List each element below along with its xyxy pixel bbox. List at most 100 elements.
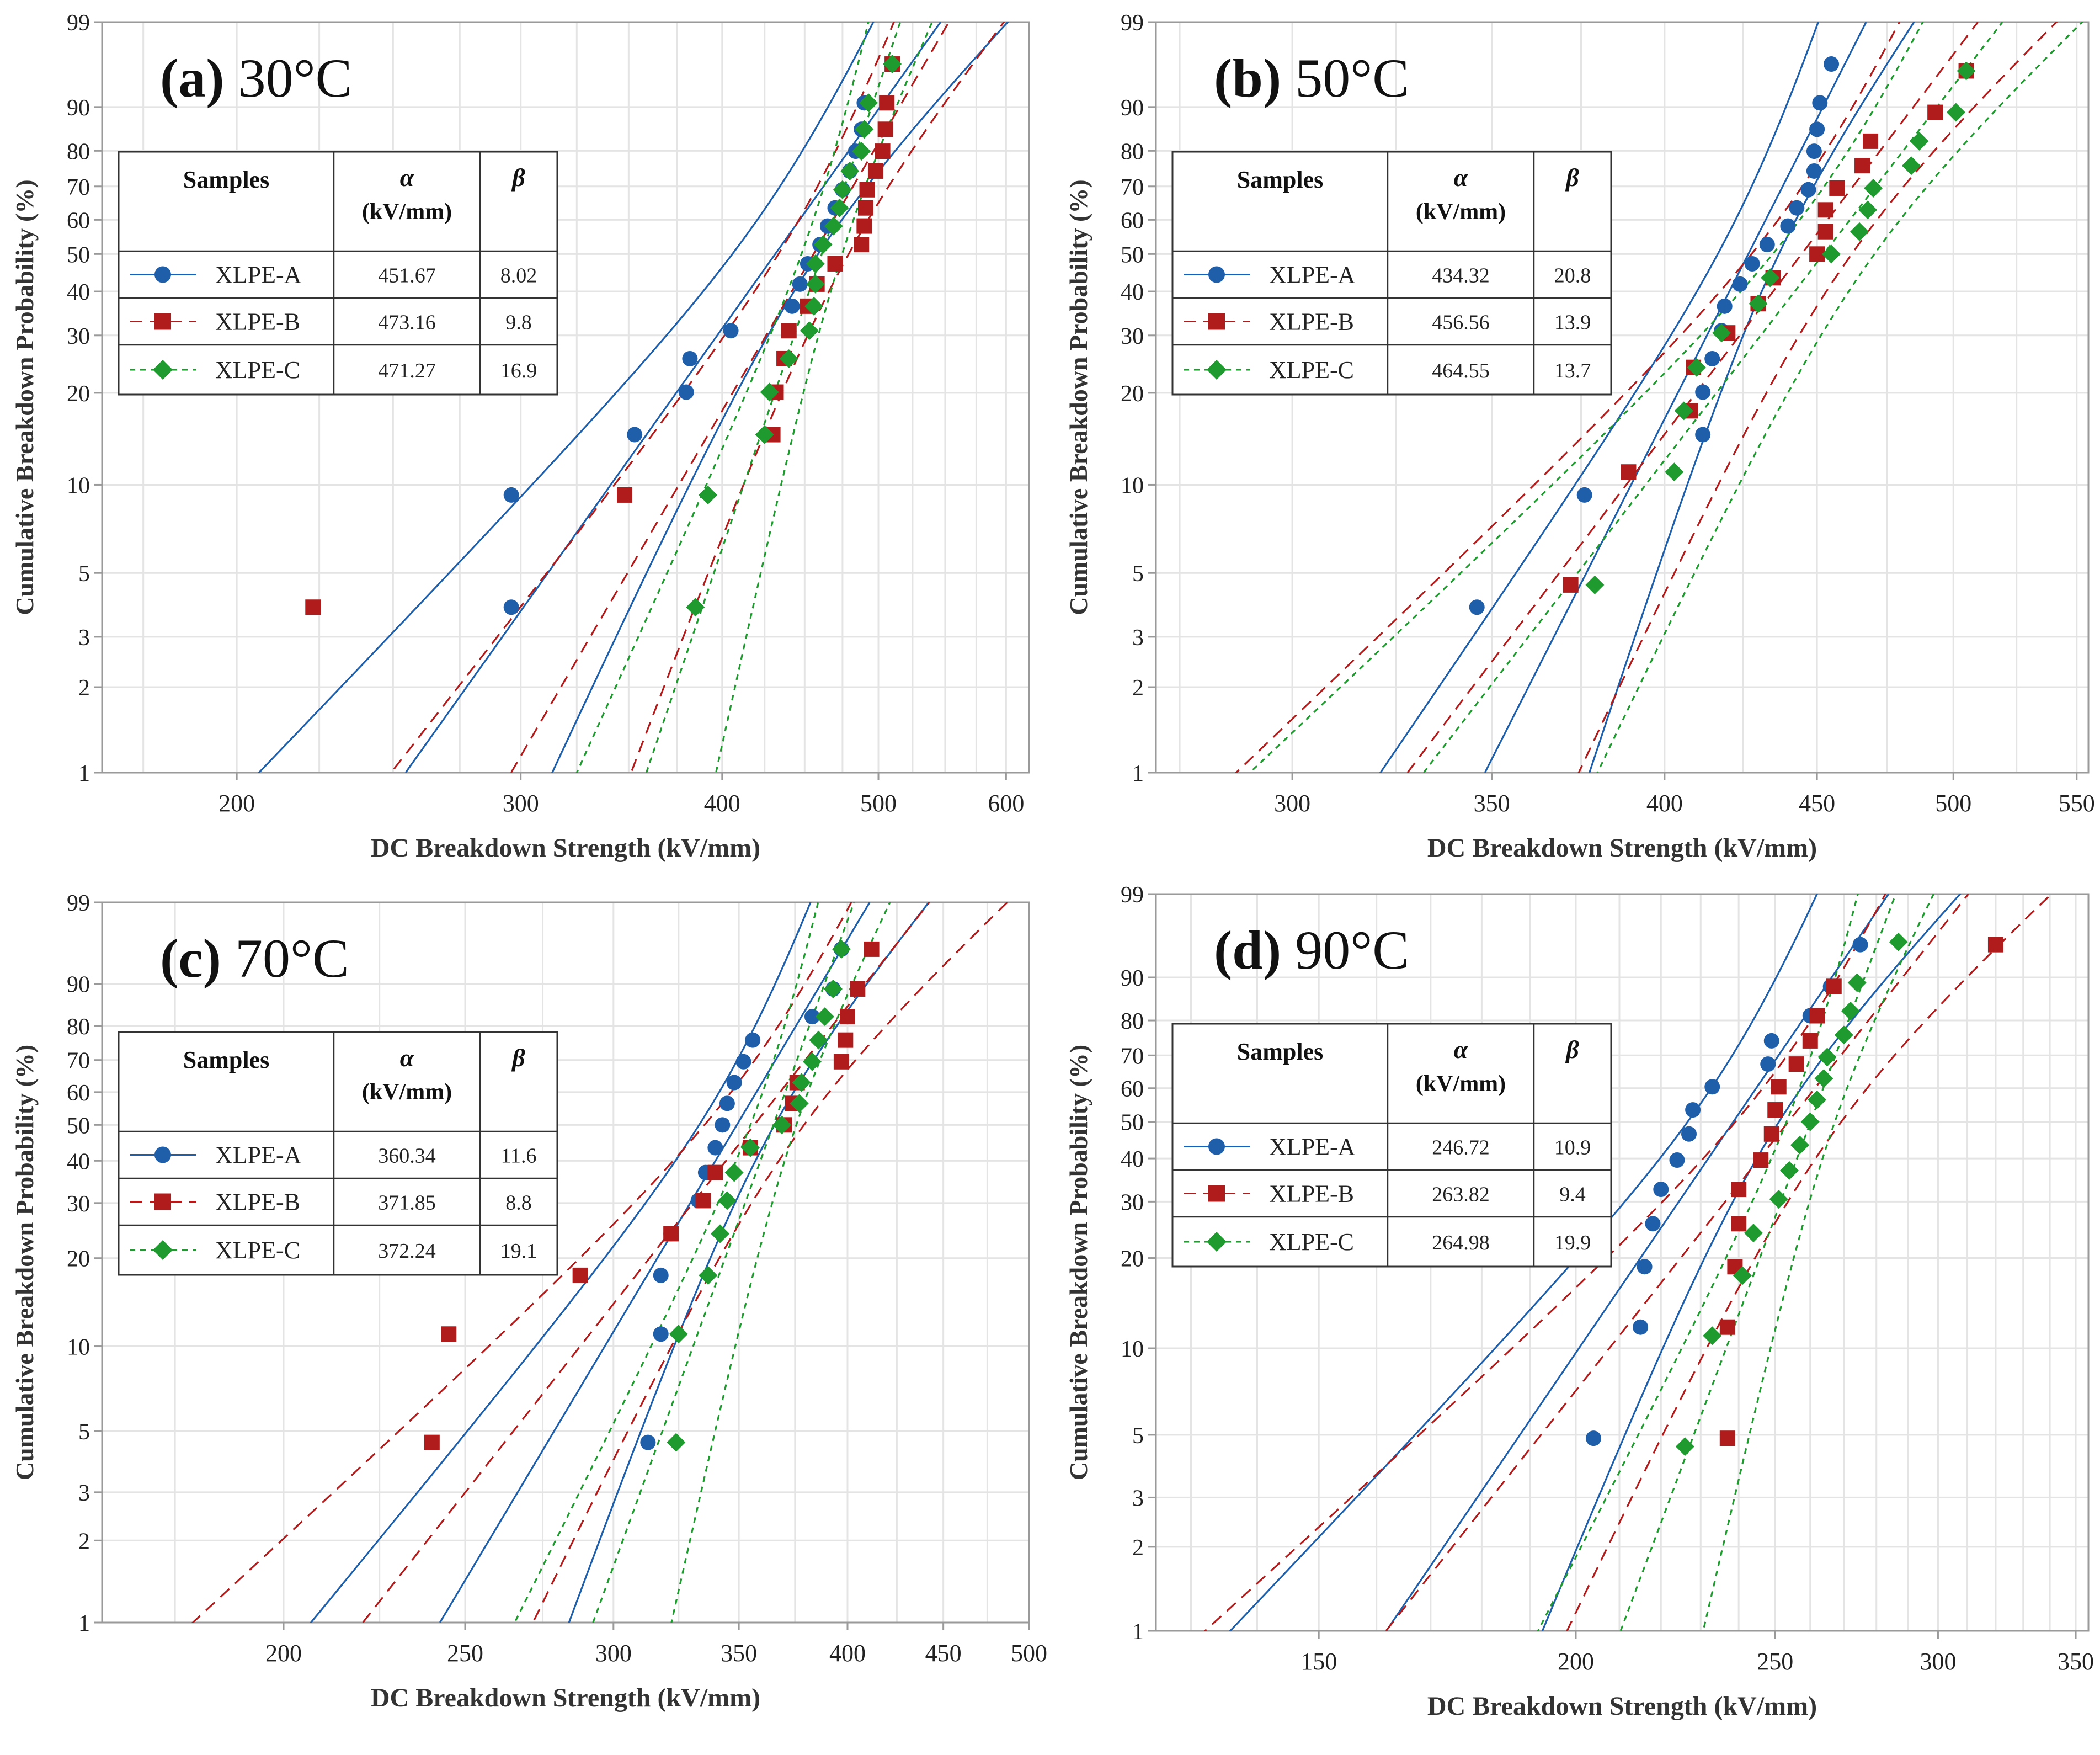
panel-title-space: [225, 47, 238, 109]
y-axis-label: Cumulative Breakdown Probability (%): [1064, 179, 1092, 615]
point-XLPE-B: [1854, 158, 1870, 174]
x-axis-label: DC Breakdown Strength (kV/mm): [371, 833, 760, 863]
legend-beta-XLPE-A: 20.8: [1554, 264, 1591, 288]
point-XLPE-C: [755, 425, 774, 444]
point-XLPE-B: [1563, 577, 1579, 593]
legend-header-beta: β: [1565, 163, 1579, 192]
point-XLPE-B: [859, 182, 875, 198]
confidence-band-XLPE-C: [514, 902, 819, 1623]
confidence-band-XLPE-B: [1203, 894, 1886, 1631]
y-tick-label: 90: [1121, 966, 1144, 991]
point-XLPE-C: [806, 254, 825, 273]
plot-frame: [1155, 21, 2090, 774]
plot-area: [102, 22, 1029, 773]
point-XLPE-C: [1946, 103, 1965, 122]
panel-title-letter: (a): [160, 47, 225, 109]
legend-table: Samples α (kV/mm) β XLPE-A 451.67 8.02 XLPE-B 47…: [118, 151, 558, 396]
panel-b: 300 350 400 450 500 550 1 2 3 5 10 20 30 40 50 60 70 80 90…: [1064, 10, 2095, 863]
y-tick-label: 60: [1121, 1077, 1144, 1102]
point-XLPE-A: [1800, 182, 1816, 198]
point-XLPE-C: [741, 1138, 760, 1157]
legend-table: Samples α (kV/mm) β XLPE-A 434.32 20.8 XLPE-B 45…: [1171, 151, 1612, 396]
y-tick-label: 90: [67, 95, 90, 121]
confidence-band-XLPE-B: [1577, 22, 2058, 773]
point-XLPE-A: [707, 1140, 723, 1156]
panel-title-space: [1281, 47, 1295, 109]
point-XLPE-A: [1586, 1430, 1602, 1446]
point-XLPE-A: [640, 1434, 656, 1450]
point-XLPE-C: [1910, 131, 1929, 151]
y-tick-label: 50: [1121, 1110, 1144, 1136]
y-axis-label: Cumulative Breakdown Probability (%): [10, 179, 39, 615]
y-tick-label: 30: [67, 1192, 90, 1217]
y-tick-label: 99: [67, 10, 90, 36]
legend-label-XLPE-A: XLPE-A: [215, 262, 302, 289]
legend-marker-XLPE-A: [1208, 266, 1225, 283]
point-XLPE-B: [875, 143, 891, 159]
point-XLPE-A: [726, 1075, 742, 1091]
y-tick-label: 50: [67, 1113, 90, 1139]
legend-header-samples: Samples: [1237, 166, 1323, 193]
point-XLPE-C: [1585, 575, 1605, 594]
point-XLPE-A: [1744, 256, 1760, 272]
legend-marker-XLPE-A: [154, 1146, 171, 1163]
plot-frame: [101, 901, 1030, 1624]
panel-title-letter: (b): [1214, 47, 1281, 109]
y-tick-label: 10: [1121, 1337, 1144, 1362]
confidence-band-XLPE-B: [191, 902, 852, 1623]
x-tick-label: 500: [1935, 790, 1971, 817]
x-tick-label: 350: [721, 1640, 757, 1667]
y-tick-label: 5: [1132, 561, 1144, 587]
point-XLPE-B: [1731, 1182, 1747, 1198]
y-tick-label: 99: [67, 891, 90, 916]
legend-header-beta: β: [1565, 1035, 1579, 1063]
x-tick-label: 400: [1646, 790, 1683, 817]
y-tick-label: 90: [67, 972, 90, 998]
y-tick-label: 10: [1121, 473, 1144, 498]
fit-curves: [1235, 22, 2083, 773]
legend-alpha-XLPE-C: 264.98: [1432, 1231, 1490, 1254]
legend-border: [1171, 151, 1612, 396]
panel-title-space: [221, 928, 235, 989]
y-tick-label: 2: [1132, 1535, 1144, 1561]
point-XLPE-B: [864, 941, 880, 957]
confidence-band-XLPE-C: [670, 902, 891, 1623]
point-XLPE-B: [441, 1326, 457, 1342]
point-XLPE-C: [1817, 1047, 1837, 1067]
point-XLPE-B: [1771, 1079, 1787, 1095]
legend-marker-XLPE-B: [1208, 313, 1225, 330]
panel-title-temperature: 90°C: [1295, 919, 1409, 981]
x-tick-label: 350: [1474, 790, 1510, 817]
x-tick-label: 500: [860, 790, 897, 817]
legend-header-samples: Samples: [1237, 1038, 1323, 1065]
point-XLPE-C: [1850, 222, 1869, 241]
y-tick-label: 90: [1121, 95, 1144, 121]
point-XLPE-B: [856, 218, 872, 234]
point-XLPE-C: [1790, 1135, 1809, 1155]
point-XLPE-A: [1824, 56, 1840, 72]
legend-label-XLPE-C: XLPE-C: [215, 1237, 300, 1264]
y-tick-label: 80: [1121, 1009, 1144, 1034]
legend-label-XLPE-C: XLPE-C: [1269, 357, 1354, 384]
point-XLPE-B: [1802, 1033, 1818, 1049]
y-tick-label: 3: [78, 1481, 90, 1506]
y-tick-label: 1: [1132, 761, 1144, 786]
legend-alpha-XLPE-B: 263.82: [1432, 1183, 1490, 1206]
point-XLPE-A: [1637, 1259, 1653, 1275]
legend-marker-XLPE-B: [1208, 1185, 1225, 1202]
point-XLPE-B: [879, 95, 895, 111]
point-XLPE-A: [503, 487, 519, 503]
y-tick-label: 40: [1121, 280, 1144, 305]
legend-header-alpha-unit: (kV/mm): [362, 199, 452, 225]
point-XLPE-C: [832, 939, 851, 959]
panel-title: (d) 90°C: [1214, 919, 1409, 981]
point-XLPE-C: [1957, 61, 1976, 81]
y-tick-label: 60: [67, 1081, 90, 1106]
point-XLPE-A: [1812, 95, 1828, 111]
legend-marker-XLPE-C: [1207, 1232, 1227, 1252]
legend-marker-XLPE-C: [153, 1240, 173, 1260]
panel-title-letter: (d): [1214, 919, 1281, 981]
legend-alpha-XLPE-C: 372.24: [378, 1240, 436, 1263]
point-XLPE-B: [695, 1193, 711, 1209]
